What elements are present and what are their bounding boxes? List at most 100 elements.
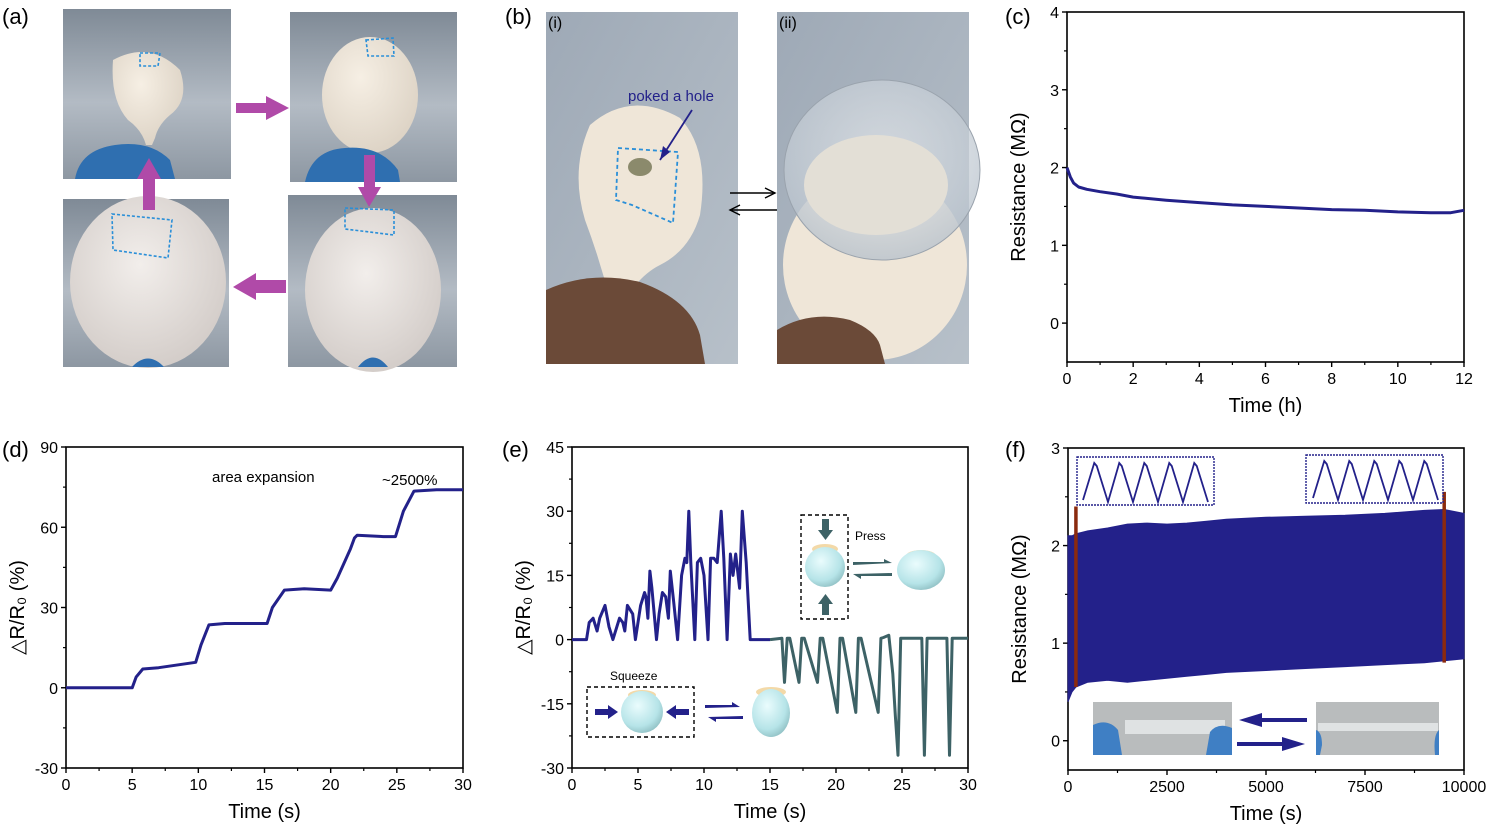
annotation-poked-a-hole: poked a hole [628, 88, 714, 105]
x-tick-label: 10 [1389, 371, 1407, 388]
y-tick-label: 15 [546, 568, 564, 585]
chart-f-cycling-stability: 0 2500 5000 7500 10000 0 1 2 3 Time (s) Resistance… [1009, 441, 1486, 825]
x-tick-label: 6 [1261, 371, 1270, 388]
x-tick-label: 0 [62, 777, 71, 794]
x-tick-label: 7500 [1347, 779, 1383, 796]
series-line-squeeze [572, 509, 770, 642]
series-area-resistance-cycling [1067, 508, 1465, 702]
x-tick-label: 5 [128, 777, 137, 794]
y-tick-label: 0 [1050, 316, 1059, 333]
x-tick-label: 8 [1327, 371, 1336, 388]
x-tick-label: 25 [893, 777, 911, 794]
balloon-oval-icon [752, 689, 790, 737]
panel-e-label: (e) [502, 437, 529, 462]
photo-balloon-large [63, 196, 229, 368]
photo-deflated-balloon [546, 12, 738, 364]
arrow-right-icon [595, 705, 618, 719]
arrow-left-icon [666, 705, 689, 719]
panel-a-label: (a) [2, 4, 29, 29]
panel-f-label: (f) [1005, 437, 1026, 462]
arrow-up-icon [818, 594, 833, 615]
arrow-up-icon [137, 158, 161, 210]
press-inset-frame [800, 514, 849, 620]
x-tick-label: 15 [761, 777, 779, 794]
y-axis-label: Resistance (MΩ) [1008, 112, 1030, 261]
y-tick-label: 60 [40, 520, 58, 537]
x-tick-label: 5 [634, 777, 643, 794]
x-axis-label: Time (h) [1229, 395, 1303, 417]
arrow-right-icon [705, 702, 740, 708]
y-axis-label: △R/R₀ (%) [513, 560, 535, 655]
arrow-down-icon [358, 155, 381, 207]
panel-b-sub-ii-label: (ii) [779, 15, 797, 32]
x-tick-label: 0 [568, 777, 577, 794]
panel-b-sub-i-label: (i) [548, 15, 562, 32]
x-tick-label: 25 [388, 777, 406, 794]
x-tick-label: 12 [1455, 371, 1473, 388]
inset-late-cycles-frame [1305, 454, 1444, 504]
y-tick-label: -15 [541, 697, 564, 714]
x-axis-label: Time (s) [228, 801, 301, 823]
y-axis-label: Resistance (MΩ) [1009, 534, 1031, 683]
y-tick-label: -30 [35, 761, 58, 778]
x-axis-label: Time (s) [1230, 803, 1303, 825]
x-tick-label: 0 [1064, 779, 1073, 796]
series-line-press [769, 633, 968, 757]
y-tick-label: 4 [1050, 5, 1059, 22]
arrow-left-icon [853, 573, 892, 579]
arrow-down-icon [818, 519, 833, 540]
x-tick-label: 30 [454, 777, 472, 794]
series-line-resistance [1065, 167, 1465, 215]
photo-strip-stretched [1316, 702, 1439, 755]
y-tick-label: 2 [1050, 161, 1059, 178]
inset-late-cycles-waveform [1312, 459, 1439, 504]
photo-inflated-balloon-with-dome [777, 12, 981, 364]
series-line-area-expansion [66, 488, 463, 690]
panel-b-label: (b) [505, 4, 532, 29]
x-tick-label: 5000 [1248, 779, 1284, 796]
annotation-press: Press [855, 529, 886, 543]
y-tick-label: 2 [1051, 539, 1060, 556]
inset-early-cycles-waveform [1082, 461, 1209, 506]
y-tick-label: 1 [1050, 238, 1059, 255]
panel-d-label: (d) [2, 437, 29, 462]
balloon-flattened-icon [897, 550, 945, 590]
y-tick-label: 0 [49, 681, 58, 698]
arrow-left-icon [708, 716, 743, 722]
x-tick-label: 2 [1129, 371, 1138, 388]
y-axis-label: △R/R₀ (%) [7, 560, 29, 655]
y-tick-label: 90 [40, 440, 58, 457]
x-tick-label: 2500 [1149, 779, 1185, 796]
photo-strip-relaxed [1093, 702, 1232, 755]
x-tick-label: 10 [695, 777, 713, 794]
balloon-sphere-icon [621, 691, 663, 733]
x-tick-label: 15 [256, 777, 274, 794]
panel-a-photos [63, 9, 457, 372]
y-tick-label: 0 [555, 633, 564, 650]
x-axis-label: Time (s) [734, 801, 807, 823]
arrow-left-icon [1239, 713, 1307, 727]
squeeze-inset-frame [586, 686, 695, 738]
panel-c-label: (c) [1005, 4, 1031, 29]
annotation-squeeze: Squeeze [610, 669, 658, 683]
annotation-2500-percent: ~2500% [382, 472, 437, 489]
x-tick-label: 0 [1063, 371, 1072, 388]
arrow-right-icon [236, 96, 289, 120]
x-tick-label: 10 [189, 777, 207, 794]
reversible-arrows-icon [728, 187, 777, 216]
arrow-right-icon [1237, 737, 1305, 751]
arrow-left-icon [233, 273, 286, 300]
arrow-right-icon [853, 559, 892, 565]
x-tick-label: 20 [827, 777, 845, 794]
x-tick-label: 4 [1195, 371, 1204, 388]
y-tick-label: -30 [541, 761, 564, 778]
balloon-sphere-icon [805, 547, 845, 587]
photo-balloon-medium [290, 12, 457, 182]
plot-frame [1066, 11, 1465, 363]
chart-e-squeeze-press: 0 5 10 15 20 25 30 -30 -15 0 15 30 45 Time (s) △R/R₀ (… [513, 440, 977, 823]
x-tick-label: 30 [959, 777, 977, 794]
annotation-area-expansion: area expansion [212, 469, 315, 486]
photo-balloon-small [63, 9, 231, 179]
